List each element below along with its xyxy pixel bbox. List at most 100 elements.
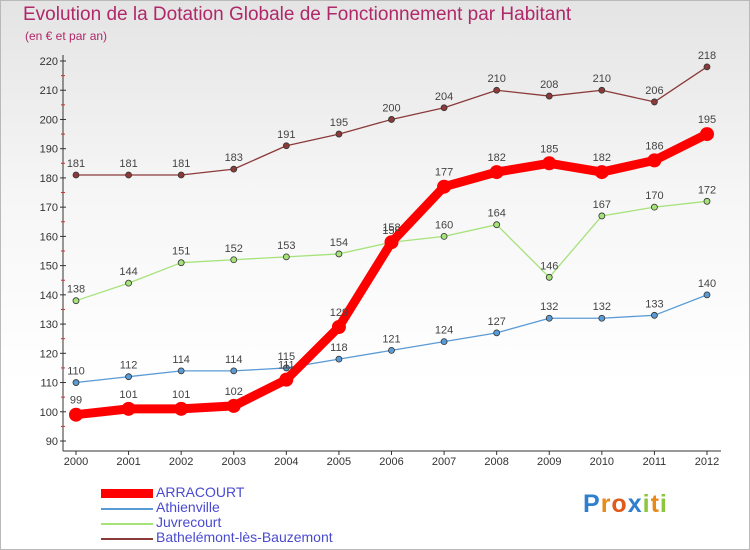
data-point-bathelemont [177,171,185,179]
data-point-arracourt [69,407,83,422]
data-label-arracourt: 158 [382,222,400,234]
y-tick-label: 170 [40,202,58,214]
y-tick-label: 150 [40,261,58,273]
legend-swatch-bathelemont [101,538,153,540]
data-label-juvrecourt: 170 [645,190,663,202]
data-label-bathelemont: 181 [172,158,190,170]
data-point-arracourt [594,165,609,180]
data-point-arracourt [700,127,714,142]
data-label-bathelemont: 218 [698,50,716,62]
data-label-arracourt: 101 [119,389,137,401]
data-label-bathelemont: 195 [330,117,348,129]
data-label-juvrecourt: 144 [119,266,137,278]
legend-label-juvrecourt: Juvrecourt [156,514,222,530]
data-point-athienville [651,311,658,319]
data-label-athienville: 132 [593,301,611,313]
data-label-arracourt: 195 [698,114,716,126]
data-point-juvrecourt [125,279,132,287]
data-label-juvrecourt: 151 [172,246,190,258]
data-label-athienville: 121 [382,333,400,345]
data-label-athienville: 118 [330,342,348,354]
y-tick-label: 110 [40,378,58,390]
data-point-arracourt [437,179,452,194]
data-label-juvrecourt: 138 [67,284,85,296]
y-tick-label: 180 [40,173,58,185]
data-point-bathelemont [230,165,238,173]
x-tick-label: 2002 [169,456,193,468]
data-point-juvrecourt [440,232,448,240]
data-point-juvrecourt [493,221,501,229]
data-label-athienville: 110 [67,366,85,378]
data-point-juvrecourt [545,273,553,281]
data-label-bathelemont: 191 [277,129,295,141]
data-point-athienville [703,291,711,299]
data-label-athienville: 114 [172,354,190,366]
data-label-athienville: 132 [540,301,558,313]
x-tick-label: 2012 [695,456,719,468]
y-tick-label: 140 [40,290,58,302]
data-label-arracourt: 99 [70,395,82,407]
data-label-athienville: 127 [487,316,505,328]
data-point-arracourt [647,153,662,168]
data-point-bathelemont [72,171,80,179]
data-label-juvrecourt: 154 [330,237,348,249]
data-point-athienville [388,346,395,354]
legend-swatch-athienville [101,508,153,510]
x-tick-label: 2007 [432,456,456,468]
data-label-arracourt: 101 [172,389,190,401]
data-point-athienville [125,373,132,381]
proxiti-logo: Proxiti [583,490,668,518]
legend-label-arracourt: ARRACOURT [156,484,245,500]
data-point-juvrecourt [651,203,658,211]
data-point-bathelemont [651,98,658,106]
data-point-arracourt [331,320,346,334]
data-label-juvrecourt: 153 [277,240,295,252]
series-line-juvrecourt [75,200,708,302]
data-point-athienville [177,367,185,375]
data-point-athienville [440,338,448,346]
data-label-juvrecourt: 167 [593,199,611,211]
data-label-juvrecourt: 152 [225,243,243,255]
data-label-athienville: 124 [435,325,453,337]
data-point-arracourt [489,165,504,180]
data-label-arracourt: 182 [487,152,505,164]
x-tick-label: 2005 [327,456,351,468]
data-point-juvrecourt [703,197,711,205]
data-label-arracourt: 185 [540,143,558,155]
data-label-arracourt: 186 [645,140,663,152]
data-point-juvrecourt [72,297,80,305]
data-point-athienville [72,379,80,386]
data-point-bathelemont [125,171,132,179]
y-tick-label: 120 [40,348,58,360]
data-point-juvrecourt [598,212,606,220]
data-point-arracourt [279,372,294,387]
data-label-arracourt: 111 [278,360,295,372]
data-label-arracourt: 177 [435,167,453,179]
legend-swatch-juvrecourt [101,523,153,525]
chart-subtitle: (en € et par an) [25,29,108,43]
data-point-athienville [282,364,290,372]
data-label-bathelemont: 208 [540,79,558,91]
data-label-athienville: 140 [698,278,716,290]
data-label-bathelemont: 181 [119,158,137,170]
data-point-athienville [493,329,501,337]
y-tick-label: 210 [40,85,58,97]
y-tick-label: 220 [40,56,58,68]
data-point-juvrecourt [335,250,343,258]
x-tick-label: 2006 [379,456,403,468]
data-label-athienville: 133 [645,298,663,310]
data-point-bathelemont [493,86,501,94]
data-point-athienville [230,367,238,375]
data-label-arracourt: 129 [330,307,348,319]
x-tick-label: 2011 [643,456,667,468]
data-point-arracourt [174,401,189,416]
y-tick-label: 90 [46,436,58,448]
x-tick-label: 2010 [590,456,614,468]
data-label-athienville: 114 [225,354,243,366]
data-point-bathelemont [388,116,395,123]
data-point-athienville [598,314,606,322]
data-label-bathelemont: 204 [435,91,453,103]
data-point-bathelemont [335,130,343,138]
data-point-bathelemont [440,104,448,112]
